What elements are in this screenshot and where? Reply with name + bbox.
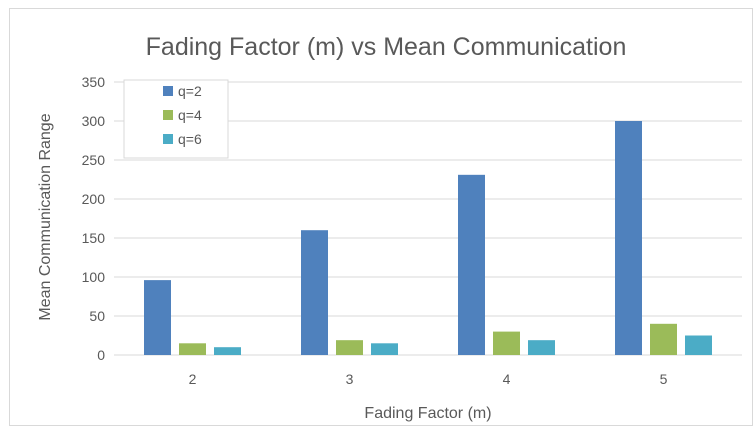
chart-title: Fading Factor (m) vs Mean Communication: [146, 33, 627, 61]
y-tick-label: 200: [82, 191, 106, 207]
bar-q=4-m4: [493, 331, 520, 355]
bar-q=2-m2: [144, 280, 171, 355]
legend-label: q=6: [178, 131, 202, 147]
y-axis-title: Mean Communication Range: [37, 113, 54, 320]
bar-q=6-m2: [214, 347, 241, 355]
bar-q=2-m5: [615, 121, 642, 355]
bar-q=4-m3: [336, 340, 363, 355]
bar-q=4-m5: [650, 323, 677, 355]
y-tick-label: 300: [82, 113, 106, 129]
y-tick-label: 50: [89, 308, 105, 324]
legend-box: [123, 79, 229, 159]
y-axis-ticks: 0 50 100 150 200 250 300 350: [82, 74, 106, 363]
legend-label: q=4: [178, 107, 202, 123]
x-tick-label: 3: [346, 371, 354, 387]
x-tick-label: 5: [660, 371, 668, 387]
bar-q=2-m3: [301, 230, 328, 355]
y-tick-label: 250: [82, 152, 106, 168]
bar-q=6-m5: [685, 335, 712, 355]
bars: [144, 121, 712, 355]
bar-q=2-m4: [458, 174, 485, 355]
x-axis-title: Fading Factor (m): [364, 405, 491, 422]
legend-swatch: [163, 86, 173, 96]
x-tick-label: 4: [503, 371, 511, 387]
legend-swatch: [163, 134, 173, 144]
bar-q=6-m3: [371, 343, 398, 355]
y-tick-label: 0: [97, 347, 105, 363]
y-tick-label: 100: [82, 269, 106, 285]
y-tick-label: 350: [82, 74, 106, 90]
legend: q=2 q=4 q=6: [123, 79, 229, 159]
x-axis-ticks: 2 3 4 5: [189, 371, 668, 387]
bar-q=4-m2: [179, 343, 206, 355]
legend-swatch: [163, 110, 173, 120]
bar-q=6-m4: [528, 340, 555, 355]
x-tick-label: 2: [189, 371, 197, 387]
legend-label: q=2: [178, 83, 202, 99]
y-tick-label: 150: [82, 230, 106, 246]
